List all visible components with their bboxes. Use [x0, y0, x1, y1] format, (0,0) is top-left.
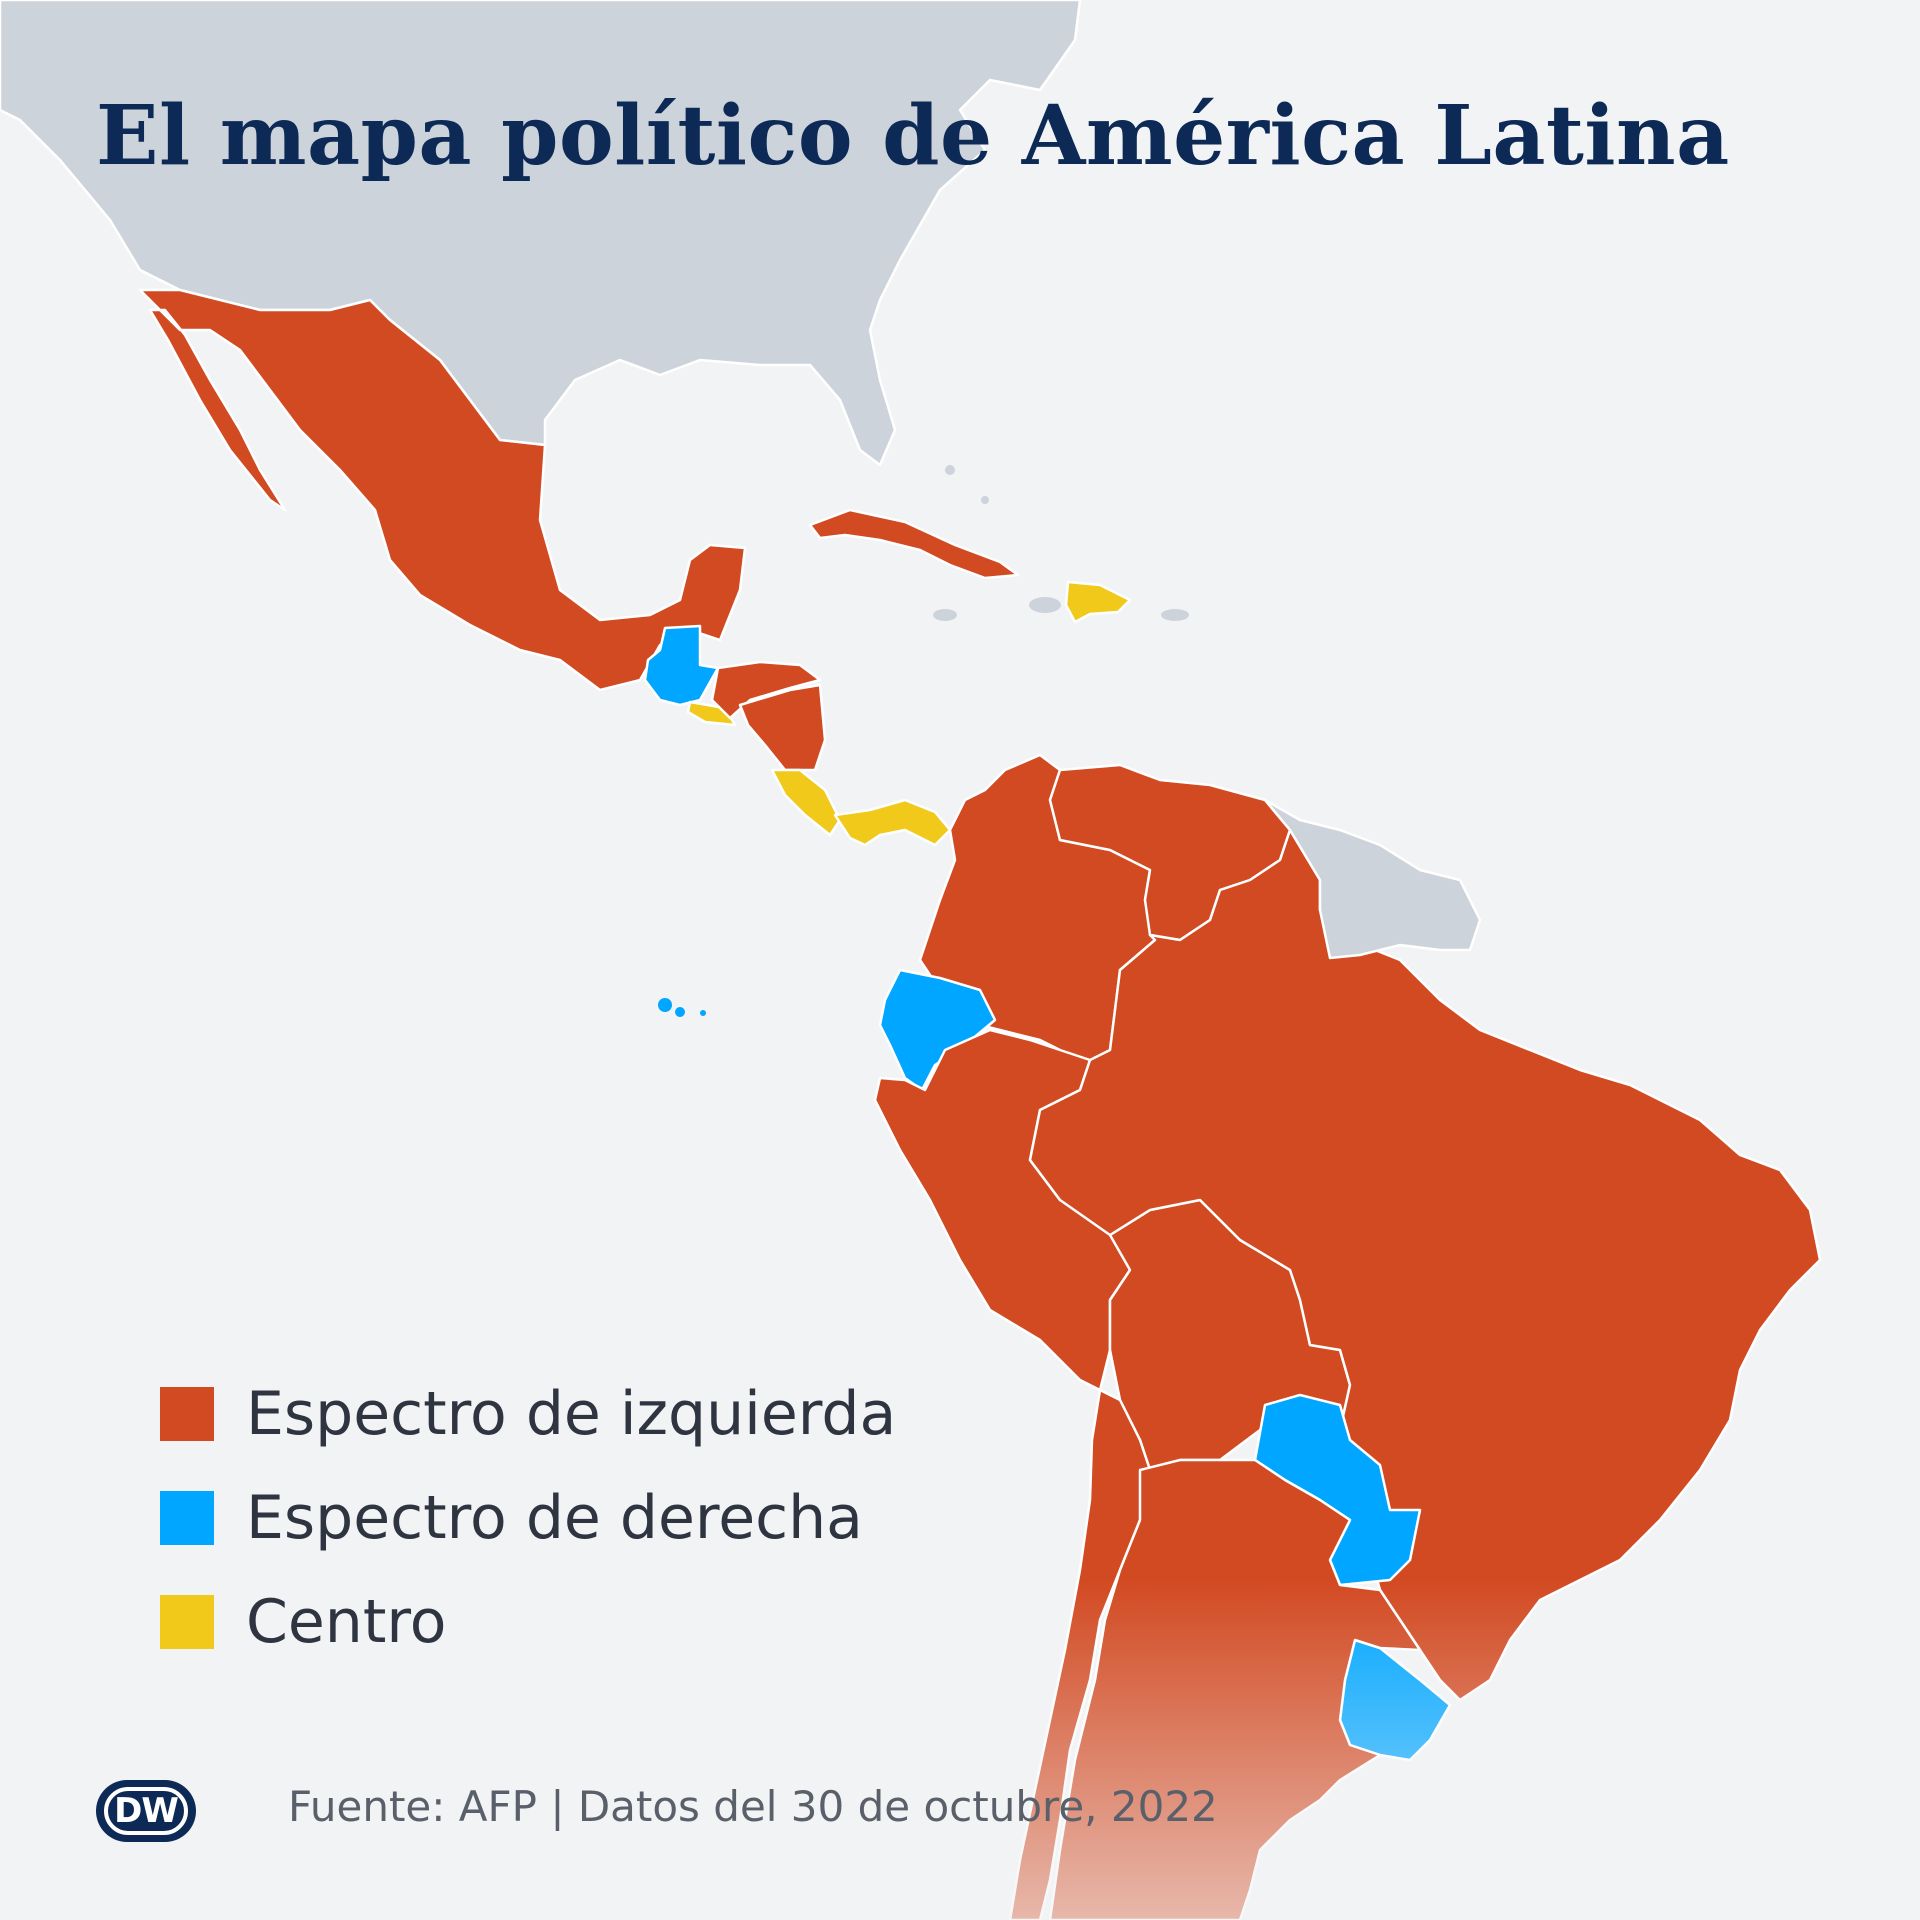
legend-label-right: Espectro de derecha	[246, 1483, 863, 1553]
haiti-shape	[1029, 597, 1061, 613]
source-note: Fuente: AFP | Datos del 30 de octubre, 2…	[288, 1782, 1218, 1831]
legend-swatch-center	[160, 1595, 214, 1649]
legend-swatch-right	[160, 1491, 214, 1545]
legend-item-center: Centro	[160, 1570, 896, 1674]
legend-label-left: Espectro de izquierda	[246, 1379, 897, 1449]
puerto-rico-shape	[1161, 609, 1189, 621]
galapagos-shape	[658, 998, 672, 1012]
page-title: El mapa político de América Latina	[96, 88, 1730, 184]
bahamas-shape	[945, 465, 955, 475]
dw-logo-mark: DW	[104, 1787, 188, 1835]
caribbean-small-islands	[658, 465, 1189, 1017]
region-dominican-republic	[1064, 580, 1132, 624]
region-nicaragua	[738, 683, 827, 772]
region-costa-rica	[770, 768, 842, 837]
bahamas-shape	[981, 496, 989, 504]
region-mexico	[138, 288, 747, 692]
galapagos-shape	[675, 1007, 685, 1017]
legend-label-center: Centro	[246, 1587, 447, 1657]
region-ecuador	[878, 968, 997, 1092]
legend-swatch-left	[160, 1387, 214, 1441]
region-guianas	[1263, 798, 1482, 960]
region-north-america	[0, 0, 1082, 467]
south-fade-overlay	[0, 1580, 1920, 1920]
region-panama	[833, 798, 952, 847]
legend-item-left: Espectro de izquierda	[160, 1362, 896, 1466]
galapagos-shape	[700, 1010, 706, 1016]
region-honduras	[710, 660, 822, 720]
jamaica-shape	[933, 609, 957, 621]
legend: Espectro de izquierda Espectro de derech…	[160, 1362, 896, 1674]
dw-logo: DW	[96, 1780, 196, 1842]
region-cuba	[808, 508, 1020, 580]
region-guatemala	[643, 624, 720, 707]
regions-layer	[0, 0, 1822, 1920]
legend-item-right: Espectro de derecha	[160, 1466, 896, 1570]
